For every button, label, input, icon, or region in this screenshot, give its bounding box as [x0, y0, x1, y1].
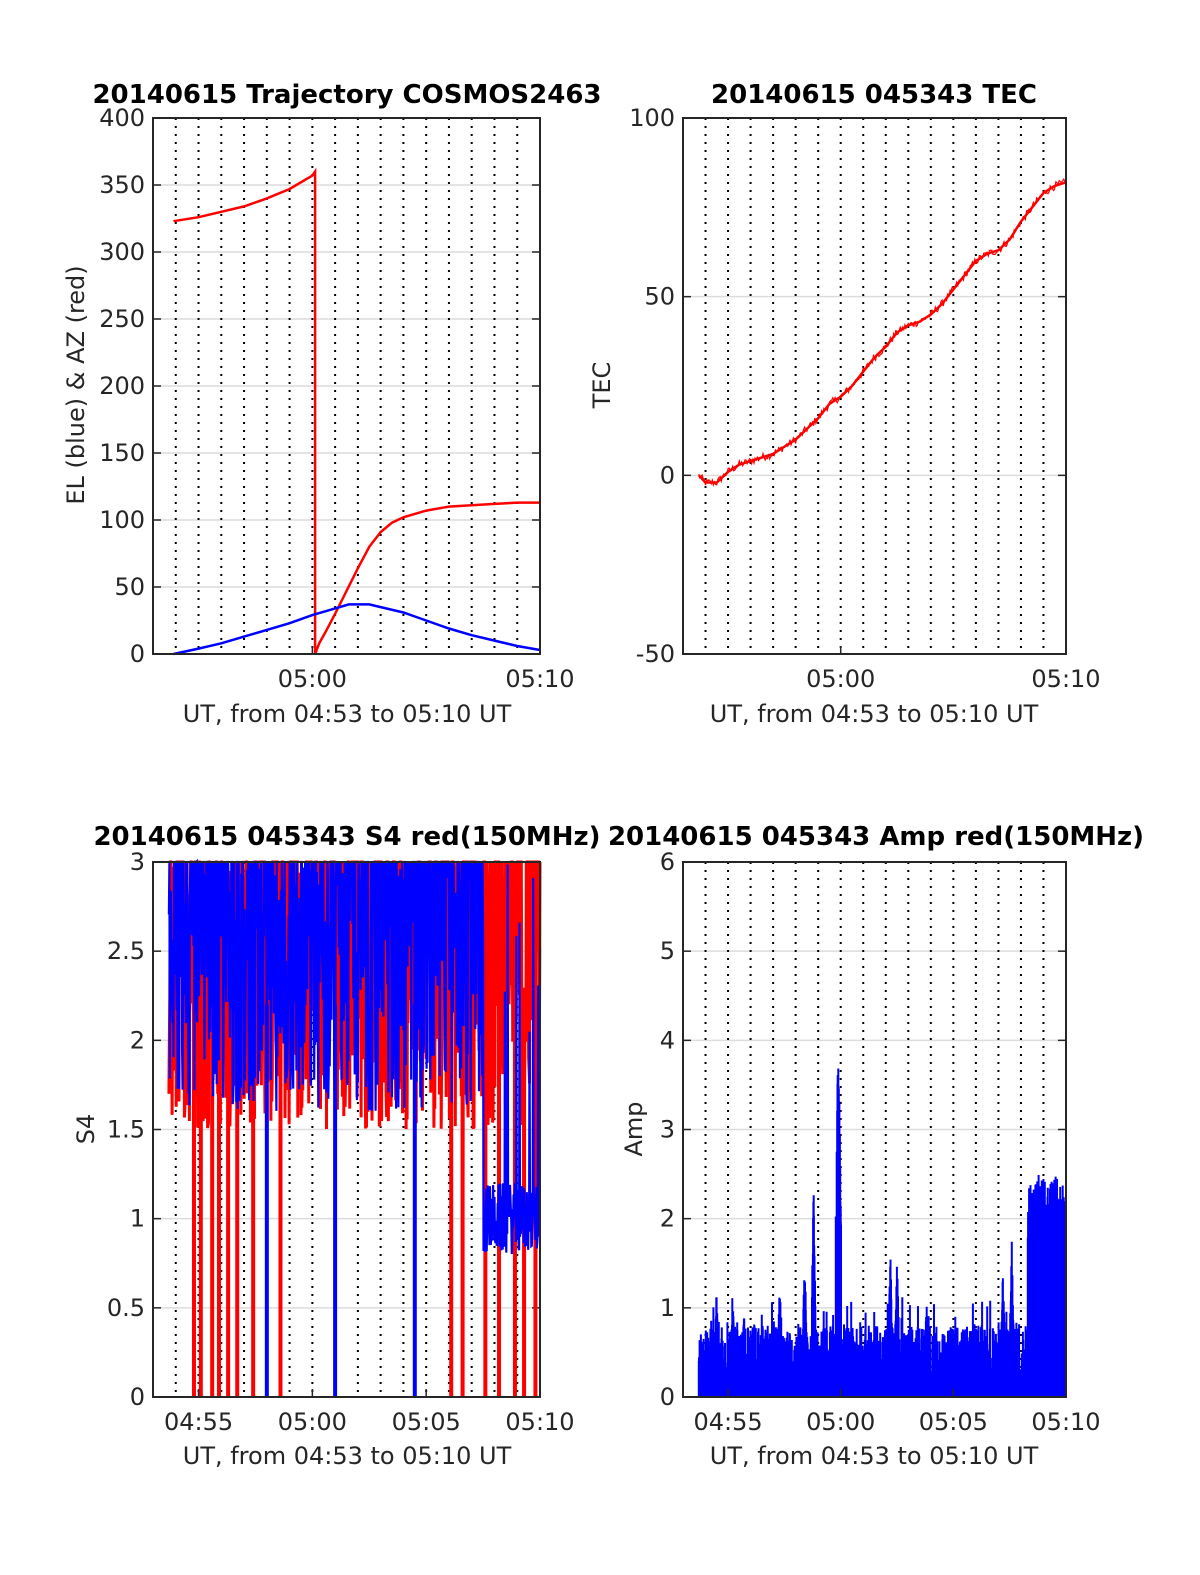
axes-frame	[152, 861, 541, 1398]
y-tick-label: 0	[660, 1383, 675, 1411]
y-tick-label: 2	[660, 1205, 675, 1233]
series-bars-blue	[697, 1068, 1067, 1397]
x-tick-label: 05:10	[1031, 665, 1100, 693]
y-tick-label: 100	[629, 104, 675, 132]
x-axis-label: UT, from 04:53 to 05:10 UT	[710, 1442, 1039, 1470]
y-axis-label: TEC	[588, 362, 616, 410]
y-tick-label: 2.5	[107, 937, 145, 965]
y-tick-label: 50	[114, 573, 145, 601]
x-tick-label: 05:10	[1031, 1408, 1100, 1436]
chart-title: 20140615 045343 TEC	[711, 80, 1037, 110]
x-tick-label: 04:55	[693, 1408, 762, 1436]
y-tick-label: 0.5	[107, 1294, 145, 1322]
s4-panel: 20140615 045343 S4 red(150MHz) UT, from …	[72, 822, 601, 1470]
y-axis-label: S4	[72, 1114, 100, 1145]
y-tick-label: -50	[636, 640, 675, 668]
chart-title: 20140615 045343 S4 red(150MHz)	[93, 822, 600, 852]
y-tick-label: 3	[660, 1116, 675, 1144]
y-tick-label: 400	[99, 104, 145, 132]
x-axis-label: UT, from 04:53 to 05:10 UT	[710, 700, 1039, 728]
x-tick-label: 05:00	[806, 1408, 875, 1436]
x-tick-label: 04:55	[164, 1408, 233, 1436]
y-tick-label: 5	[660, 937, 675, 965]
series-line-red	[697, 181, 1067, 484]
amp-panel: 20140615 045343 Amp red(150MHz) UT, from…	[608, 822, 1144, 1470]
x-tick-label: 05:05	[919, 1408, 988, 1436]
x-axis-label: UT, from 04:53 to 05:10 UT	[183, 700, 512, 728]
trajectory-panel: 20140615 Trajectory COSMOS2463 UT, from …	[62, 80, 602, 728]
y-tick-label: 2	[130, 1026, 145, 1054]
y-tick-label: 1.5	[107, 1116, 145, 1144]
series-line-blue	[173, 603, 541, 656]
x-tick-label: 05:00	[278, 1408, 347, 1436]
plot-area	[152, 858, 542, 1398]
y-tick-label: 50	[644, 283, 675, 311]
axes-frame	[682, 861, 1067, 1398]
chart-title: 20140615 045343 Amp red(150MHz)	[608, 822, 1144, 852]
y-tick-label: 100	[99, 506, 145, 534]
y-tick-label: 150	[99, 439, 145, 467]
y-tick-label: 300	[99, 238, 145, 266]
x-tick-label: 05:00	[806, 665, 875, 693]
series-line-red	[173, 167, 540, 655]
x-tick-label: 05:10	[505, 1408, 574, 1436]
y-tick-label: 0	[130, 640, 145, 668]
y-tick-label: 250	[99, 305, 145, 333]
plot-area	[682, 117, 1067, 655]
x-tick-label: 05:00	[278, 665, 347, 693]
y-tick-label: 3	[130, 848, 145, 876]
x-axis-label: UT, from 04:53 to 05:10 UT	[183, 1442, 512, 1470]
y-tick-label: 200	[99, 372, 145, 400]
series-noise-red	[698, 178, 1067, 487]
y-tick-label: 1	[130, 1205, 145, 1233]
x-tick-label: 05:05	[392, 1408, 461, 1436]
y-tick-label: 0	[660, 461, 675, 489]
tec-panel: 20140615 045343 TEC UT, from 04:53 to 05…	[588, 80, 1101, 728]
axes-frame	[152, 117, 541, 655]
x-tick-label: 05:10	[505, 665, 574, 693]
axes-frame	[682, 117, 1067, 655]
y-tick-label: 4	[660, 1026, 675, 1054]
y-tick-label: 350	[99, 171, 145, 199]
y-tick-label: 0	[130, 1383, 145, 1411]
y-tick-label: 1	[660, 1294, 675, 1322]
y-axis-label: Amp	[620, 1101, 648, 1156]
plot-area	[152, 117, 541, 656]
y-axis-label: EL (blue) & AZ (red)	[62, 265, 90, 504]
plot-area	[682, 861, 1067, 1398]
chart-title: 20140615 Trajectory COSMOS2463	[92, 80, 601, 110]
y-tick-label: 6	[660, 848, 675, 876]
